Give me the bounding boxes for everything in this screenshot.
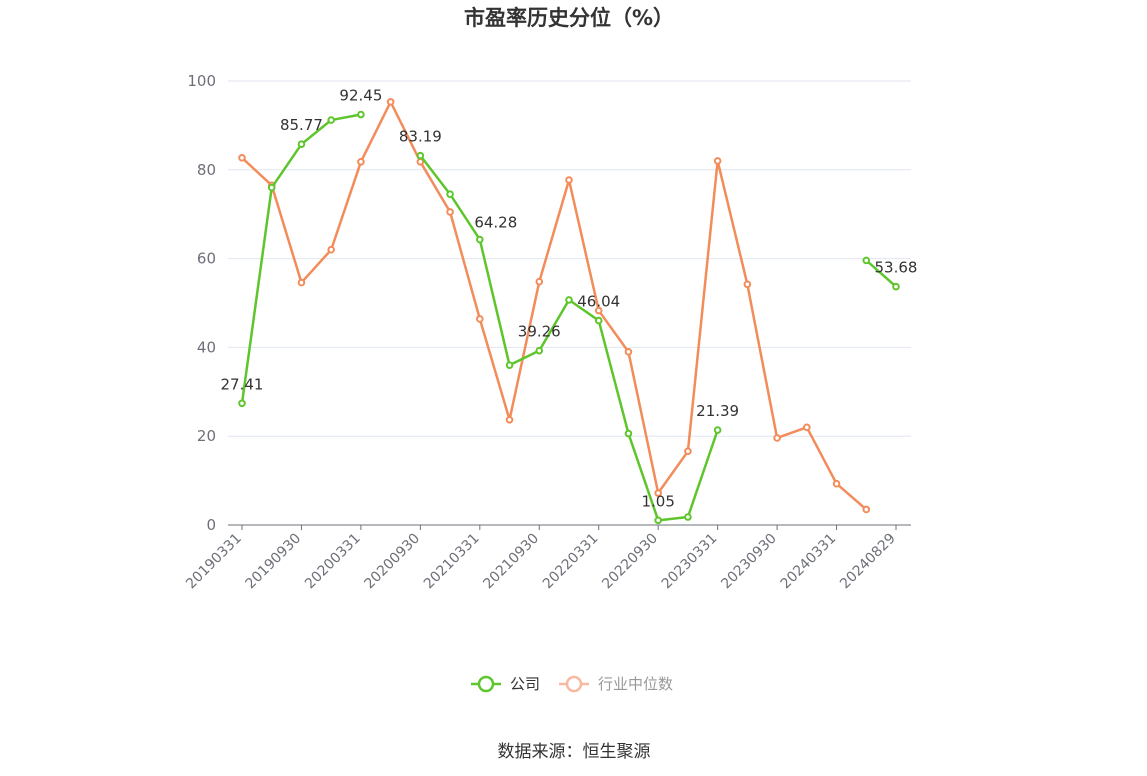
x-tick-label: 20220930 (599, 531, 661, 593)
y-tick-label: 40 (197, 338, 216, 356)
data-label-company: 85.77 (280, 116, 323, 134)
point-company (476, 235, 484, 244)
point-industry-median (684, 447, 692, 456)
data-label-company: 1.05 (641, 492, 674, 510)
point-industry-median (743, 280, 752, 289)
y-tick-label: 100 (187, 72, 216, 90)
legend-marker-industry-median (565, 675, 583, 693)
point-industry-median (565, 176, 573, 184)
x-axis: 2019033120190930202003312020093020210331… (183, 524, 911, 593)
grid (228, 80, 911, 437)
data-label-company: 83.19 (399, 128, 442, 146)
point-company (416, 151, 425, 160)
x-tick-label: 20210930 (480, 531, 542, 593)
y-tick-label: 60 (197, 250, 216, 268)
data-label-company: 46.04 (577, 293, 620, 311)
series-line-company (419, 154, 719, 522)
point-industry-median (446, 208, 454, 216)
point-industry-median (297, 278, 306, 287)
data-label-company: 27.41 (221, 375, 264, 393)
point-industry-median (238, 154, 246, 162)
point-company (565, 296, 573, 304)
point-industry-median (476, 315, 484, 323)
legend-label-company: 公司 (510, 675, 540, 693)
y-tick-label: 0 (206, 516, 216, 534)
point-industry-median (803, 423, 811, 432)
legend-marker-company (477, 675, 495, 693)
x-tick-label: 20240829 (837, 531, 899, 593)
data-label-company: 92.45 (339, 87, 382, 105)
data-label-company: 64.28 (474, 214, 517, 232)
x-tick-label: 20200331 (302, 531, 364, 593)
x-tick-label: 20230331 (659, 531, 721, 593)
point-company (594, 316, 603, 325)
data-label-company: 53.68 (875, 259, 918, 277)
x-tick-label: 20240331 (778, 531, 840, 593)
point-company (535, 346, 544, 355)
point-industry-median (773, 434, 781, 442)
point-industry-median (535, 277, 544, 286)
x-tick-label: 20200930 (361, 531, 423, 593)
point-industry-median (505, 415, 514, 424)
y-tick-label: 20 (197, 427, 216, 445)
point-company (357, 110, 365, 119)
data-label-company: 39.26 (518, 323, 561, 341)
point-company (446, 190, 454, 199)
x-tick-label: 20210331 (421, 531, 483, 593)
point-company (654, 516, 662, 525)
x-tick-label: 20190331 (183, 531, 245, 593)
point-company (684, 513, 692, 521)
point-industry-median (624, 348, 633, 356)
point-company (505, 361, 514, 369)
point-company (267, 183, 276, 192)
point-company (238, 399, 246, 408)
point-company (892, 282, 900, 291)
legend-item-company[interactable]: 公司 (471, 675, 540, 693)
series-line-industry-median (241, 100, 868, 511)
chart-title: 市盈率历史分位（%） (464, 6, 674, 30)
series-group (238, 98, 900, 525)
point-company (713, 426, 722, 434)
point-company (297, 140, 306, 148)
point-company (327, 116, 335, 124)
data-label-company: 21.39 (696, 402, 739, 420)
x-tick-label: 20220331 (540, 531, 602, 593)
point-company (862, 256, 871, 265)
legend[interactable]: 公司 行业中位数 (471, 675, 673, 693)
point-industry-median (832, 479, 841, 488)
data-source: 数据来源：恒生聚源 (498, 742, 651, 762)
point-industry-median (654, 489, 662, 497)
point-industry-median (594, 306, 603, 315)
point-industry-median (327, 245, 335, 254)
point-company (624, 429, 633, 438)
y-axis: 0 20 40 60 80 100 (187, 72, 216, 534)
x-tick-label: 20230930 (718, 531, 780, 593)
legend-item-industry-median[interactable]: 行业中位数 (559, 675, 673, 693)
point-industry-median (386, 98, 395, 106)
data-labels: 27.41 85.77 92.45 83.19 64.28 39.26 46.04 1.05 2… (221, 87, 918, 511)
series-line-company (865, 259, 897, 288)
legend-label-industry-median: 行业中位数 (598, 675, 673, 693)
point-industry-median (713, 157, 722, 165)
x-tick-label: 20190930 (243, 531, 305, 593)
y-tick-label: 80 (197, 161, 216, 179)
point-industry-median (357, 158, 365, 166)
point-industry-median (862, 505, 871, 514)
